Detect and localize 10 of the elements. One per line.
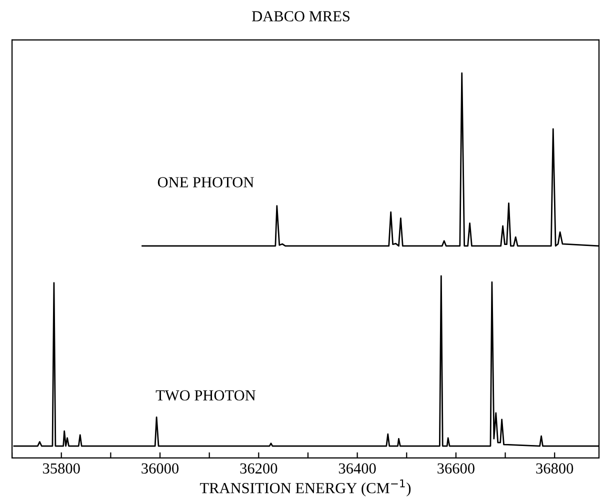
series-label: ONE PHOTON: [158, 177, 254, 188]
x-tick-label: 36000: [142, 463, 179, 474]
x-tick-label: 36600: [438, 463, 474, 474]
x-tick-label: 35800: [42, 463, 80, 474]
x-tick-label: 36400: [338, 463, 376, 474]
x-tick-label: 36800: [536, 463, 574, 474]
x-axis-title: TRANSITION ENERGY (CM$^{−1}$): [200, 479, 411, 496]
x-tick-label: 36200: [240, 463, 278, 474]
chart-title: DABCO MRES: [252, 11, 350, 22]
series-label: TWO PHOTON: [156, 390, 256, 401]
